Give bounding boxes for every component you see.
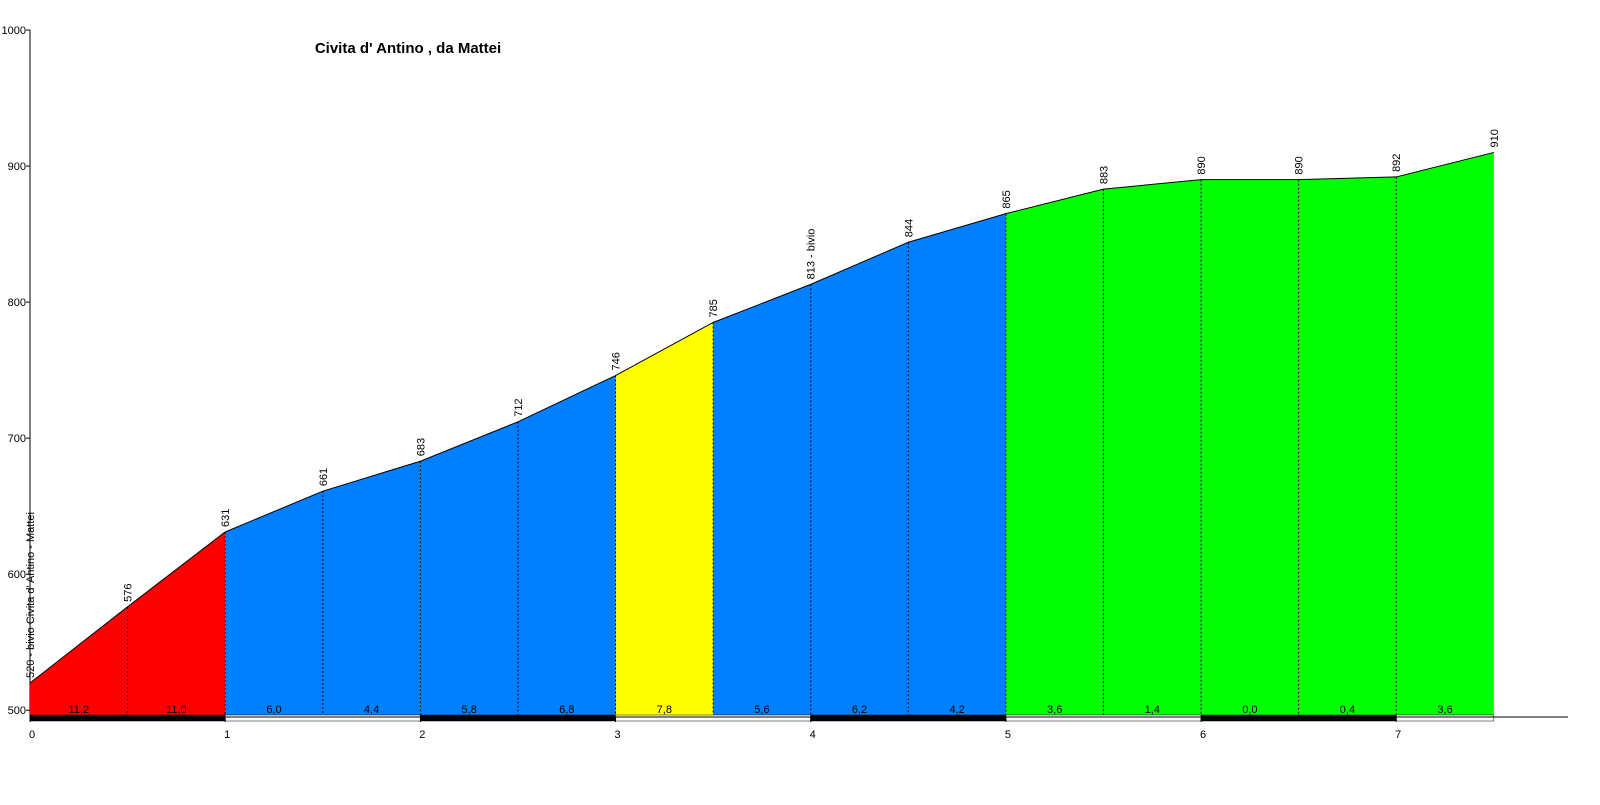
- gradient-label: 3,6: [1047, 704, 1062, 716]
- profile-segment: [1103, 179, 1202, 718]
- gradient-label: 6,2: [852, 704, 867, 716]
- km-band: [224, 714, 421, 722]
- point-label: 576: [123, 583, 135, 601]
- y-tick-label: 700: [8, 433, 26, 445]
- km-band: [810, 714, 1007, 722]
- x-tick-label: 0: [29, 729, 35, 741]
- gradient-label: 5,8: [462, 704, 477, 716]
- profile-segment: [1396, 152, 1494, 717]
- profile-segment: [420, 421, 518, 717]
- point-label: 746: [611, 352, 623, 370]
- profile-segment: [615, 322, 714, 717]
- point-label: 865: [1001, 190, 1013, 208]
- point-label: 883: [1098, 166, 1110, 184]
- point-label: 890: [1294, 156, 1306, 174]
- km-band: [420, 714, 616, 722]
- point-label: 631: [220, 509, 232, 527]
- km-band: [1200, 714, 1397, 722]
- x-tick-label: 4: [810, 729, 816, 741]
- gradient-label: 0,0: [1242, 704, 1257, 716]
- gradient-label: 5,6: [754, 704, 769, 716]
- x-tick-label: 5: [1005, 729, 1011, 741]
- profile-segment: [225, 491, 323, 717]
- gradient-label: 3,6: [1437, 704, 1452, 716]
- profile-segment: [127, 531, 226, 717]
- gradient-label: 4,2: [949, 704, 964, 716]
- profile-segment: [713, 284, 811, 717]
- gradient-label: 7,8: [657, 704, 672, 716]
- profile-segment: [810, 242, 909, 717]
- gradient-label: 11,0: [166, 704, 187, 716]
- point-label: 785: [708, 299, 720, 317]
- point-label: 892: [1391, 154, 1403, 172]
- y-tick-label: 800: [8, 297, 26, 309]
- gradient-label: 6,0: [266, 704, 281, 716]
- point-label: 890: [1196, 156, 1208, 174]
- point-label: 844: [903, 219, 915, 237]
- profile-segment: [30, 606, 128, 717]
- y-tick-label: 1000: [2, 25, 26, 37]
- gradient-label: 0,4: [1340, 704, 1355, 716]
- profile-segment: [322, 461, 421, 717]
- km-band: [29, 714, 226, 722]
- gradient-label: 11,2: [68, 704, 89, 716]
- gradient-label: 4,4: [364, 704, 379, 716]
- km-band: [1005, 714, 1202, 722]
- profile-segment: [1005, 189, 1104, 718]
- point-label: 910: [1489, 129, 1501, 147]
- y-tick-label: 600: [8, 569, 26, 581]
- gradient-label: 1,4: [1145, 704, 1160, 716]
- point-label: 520 - bivio Civita d' Antino - Mattei: [25, 512, 37, 678]
- chart-title: Civita d' Antino , da Mattei: [315, 40, 501, 57]
- y-tick-label: 900: [8, 161, 26, 173]
- y-tick-label: 500: [8, 705, 26, 717]
- profile-segment: [517, 375, 616, 717]
- x-tick-label: 2: [419, 729, 425, 741]
- profile-segment: [1298, 176, 1397, 717]
- profile-segment: [1201, 179, 1299, 718]
- point-label: 683: [415, 438, 427, 456]
- profile-segment: [908, 213, 1006, 717]
- point-label: 712: [513, 398, 525, 416]
- km-band: [615, 714, 811, 722]
- x-tick-label: 1: [224, 729, 230, 741]
- x-tick-label: 6: [1200, 729, 1206, 741]
- gradient-label: 6,8: [559, 704, 574, 716]
- x-tick-label: 7: [1395, 729, 1401, 741]
- profile-line: [29, 151, 1494, 684]
- point-label: 661: [318, 468, 330, 486]
- point-label: 813 - bivio: [806, 229, 818, 280]
- x-tick-label: 3: [614, 729, 620, 741]
